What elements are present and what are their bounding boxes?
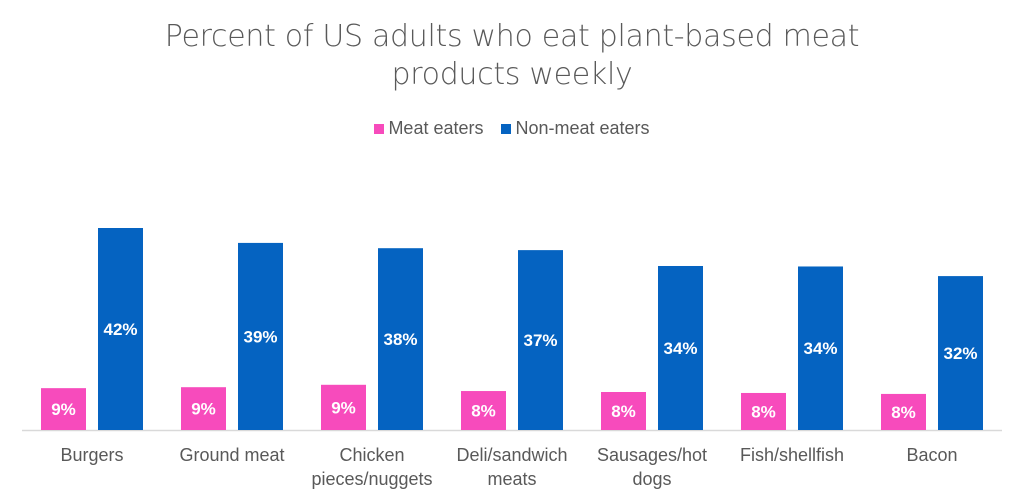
legend-item-meat-eaters: Meat eaters (374, 118, 483, 139)
legend-swatch-meat-eaters (374, 123, 385, 134)
bar-non-meat-eaters (798, 266, 843, 430)
bar-non-meat-eaters (238, 242, 283, 430)
bar-meat-eaters (741, 392, 786, 430)
bar-meat-eaters (601, 392, 646, 430)
bar-non-meat-eaters (938, 276, 983, 430)
data-label: 9% (51, 400, 76, 419)
x-tick-label: Ground meat (179, 445, 284, 465)
data-label: 8% (611, 402, 636, 421)
x-tick-label: meats (487, 469, 536, 489)
data-label: 32% (943, 344, 977, 363)
data-label: 9% (331, 398, 356, 417)
bar-meat-eaters (41, 388, 86, 430)
data-label: 34% (663, 339, 697, 358)
legend-label-meat-eaters: Meat eaters (388, 118, 484, 138)
x-tick-label: Bacon (906, 445, 957, 465)
data-label: 37% (523, 331, 557, 350)
data-label: 39% (243, 327, 277, 346)
x-tick-label: Chicken (339, 445, 404, 465)
data-label: 8% (751, 402, 776, 421)
x-tick-label: Deli/sandwich (456, 445, 567, 465)
x-tick-label: Burgers (60, 445, 123, 465)
bar-meat-eaters (181, 387, 226, 430)
legend-swatch-non-meat-eaters (501, 123, 512, 134)
data-label: 38% (383, 330, 417, 349)
chart-title: Percent of US adults who eat plant-based… (0, 18, 1024, 94)
data-label: 42% (103, 320, 137, 339)
x-tick-label: Sausages/hot (597, 445, 707, 465)
data-label: 8% (891, 403, 916, 422)
data-label: 8% (471, 402, 496, 421)
bar-meat-eaters (321, 384, 366, 430)
bar-non-meat-eaters (518, 250, 563, 430)
chart-title-line-2: products weekly (391, 57, 633, 92)
x-tick-label: dogs (632, 469, 671, 489)
legend-label-non-meat-eaters: Non-meat eaters (515, 118, 650, 138)
x-tick-label: Fish/shellfish (740, 445, 844, 465)
chart-title-line-1: Percent of US adults who eat plant-based… (164, 19, 860, 54)
data-label: 9% (191, 400, 216, 419)
bar-non-meat-eaters (98, 228, 143, 430)
data-label: 34% (803, 339, 837, 358)
legend-item-non-meat-eaters: Non-meat eaters (501, 118, 650, 139)
bar-meat-eaters (461, 391, 506, 430)
x-tick-label: pieces/nuggets (311, 469, 432, 489)
bar-non-meat-eaters (658, 265, 703, 430)
bar-meat-eaters (881, 393, 926, 430)
bar-non-meat-eaters (378, 248, 423, 430)
legend: Meat eaters Non-meat eaters (0, 118, 1024, 139)
